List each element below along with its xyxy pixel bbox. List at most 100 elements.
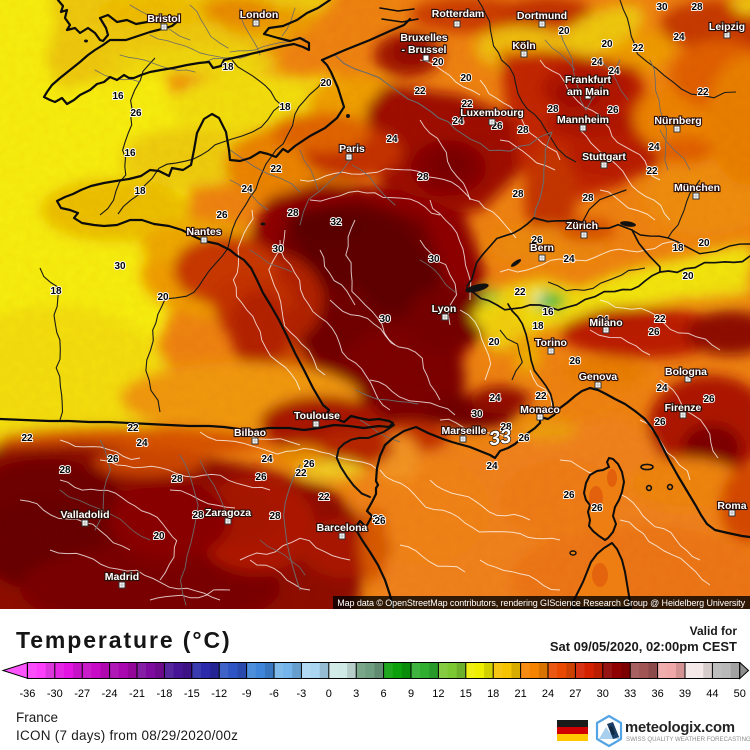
svg-text:20: 20 <box>153 531 165 542</box>
svg-text:6: 6 <box>381 688 387 700</box>
svg-text:Monaco: Monaco <box>520 404 560 416</box>
svg-text:28: 28 <box>192 510 204 521</box>
svg-text:24: 24 <box>563 254 575 265</box>
svg-text:30: 30 <box>272 244 284 255</box>
svg-text:Bologna: Bologna <box>665 366 707 378</box>
svg-text:Marseille: Marseille <box>442 425 487 437</box>
svg-text:Bilbao: Bilbao <box>234 427 266 439</box>
svg-text:28: 28 <box>59 465 71 476</box>
svg-text:20: 20 <box>488 337 500 348</box>
svg-text:Dortmund: Dortmund <box>517 10 567 22</box>
svg-text:30: 30 <box>114 261 126 272</box>
svg-text:15: 15 <box>460 688 472 700</box>
svg-text:26: 26 <box>531 235 543 246</box>
svg-text:21: 21 <box>514 688 526 700</box>
svg-text:0: 0 <box>326 688 332 700</box>
svg-text:26: 26 <box>607 105 619 116</box>
svg-text:28: 28 <box>517 125 529 136</box>
svg-text:22: 22 <box>654 314 666 325</box>
svg-text:-3: -3 <box>297 688 307 700</box>
svg-text:- Brussel: - Brussel <box>402 44 447 56</box>
svg-text:3: 3 <box>353 688 359 700</box>
svg-text:Mannheim: Mannheim <box>557 114 609 126</box>
svg-text:26: 26 <box>518 433 530 444</box>
svg-text:16: 16 <box>112 91 124 102</box>
svg-text:22: 22 <box>270 164 282 175</box>
svg-text:Rotterdam: Rotterdam <box>432 8 485 20</box>
svg-text:16: 16 <box>124 148 136 159</box>
svg-text:24: 24 <box>261 454 273 465</box>
svg-text:Nürnberg: Nürnberg <box>654 115 701 127</box>
svg-text:28: 28 <box>287 208 299 219</box>
svg-text:22: 22 <box>127 423 139 434</box>
svg-text:26: 26 <box>374 516 386 527</box>
svg-text:26: 26 <box>130 108 142 119</box>
svg-text:28: 28 <box>269 511 281 522</box>
svg-text:24: 24 <box>486 461 498 472</box>
svg-text:-21: -21 <box>129 688 145 700</box>
svg-text:Stuttgart: Stuttgart <box>582 151 626 163</box>
svg-text:30: 30 <box>428 254 440 265</box>
svg-text:22: 22 <box>295 468 307 479</box>
svg-text:22: 22 <box>414 86 426 97</box>
svg-text:Lyon: Lyon <box>432 303 457 315</box>
svg-text:-18: -18 <box>156 688 172 700</box>
svg-text:26: 26 <box>216 210 228 221</box>
svg-text:24: 24 <box>386 134 398 145</box>
svg-text:26: 26 <box>569 356 581 367</box>
svg-text:22: 22 <box>461 99 473 110</box>
svg-text:Paris: Paris <box>339 143 365 155</box>
svg-text:36: 36 <box>651 688 663 700</box>
svg-text:Valladolid: Valladolid <box>60 509 109 521</box>
svg-text:Milano: Milano <box>589 317 622 329</box>
svg-text:20: 20 <box>460 73 472 84</box>
svg-text:26: 26 <box>703 394 715 405</box>
svg-text:20: 20 <box>601 39 613 50</box>
svg-text:28: 28 <box>417 172 429 183</box>
svg-text:24: 24 <box>591 57 603 68</box>
svg-text:18: 18 <box>672 243 684 254</box>
svg-text:24: 24 <box>542 688 554 700</box>
svg-text:26: 26 <box>303 459 315 470</box>
svg-text:30: 30 <box>379 314 391 325</box>
svg-text:-24: -24 <box>102 688 118 700</box>
svg-text:Roma: Roma <box>717 500 746 512</box>
svg-text:24: 24 <box>241 184 253 195</box>
svg-text:London: London <box>240 9 278 21</box>
svg-text:24: 24 <box>648 142 660 153</box>
svg-text:Bruxelles: Bruxelles <box>400 32 447 44</box>
svg-text:-36: -36 <box>19 688 35 700</box>
svg-text:20: 20 <box>157 292 169 303</box>
svg-text:26: 26 <box>372 514 384 525</box>
svg-text:-15: -15 <box>184 688 200 700</box>
svg-text:26: 26 <box>563 490 575 501</box>
svg-text:20: 20 <box>558 26 570 37</box>
svg-text:Toulouse: Toulouse <box>294 410 340 422</box>
svg-text:24: 24 <box>136 438 148 449</box>
svg-text:28: 28 <box>512 189 524 200</box>
svg-text:Nantes: Nantes <box>186 226 221 238</box>
svg-text:33: 33 <box>624 688 636 700</box>
svg-text:Leipzig: Leipzig <box>709 21 745 33</box>
svg-text:18: 18 <box>279 102 291 113</box>
svg-text:Bern: Bern <box>530 242 554 254</box>
svg-text:Firenze: Firenze <box>665 402 702 414</box>
svg-text:Frankfurt: Frankfurt <box>565 74 612 86</box>
svg-text:24: 24 <box>608 66 620 77</box>
svg-text:20: 20 <box>432 57 444 68</box>
svg-text:Barcelona: Barcelona <box>317 522 368 534</box>
svg-text:28: 28 <box>500 422 512 433</box>
svg-text:20: 20 <box>320 78 332 89</box>
svg-text:18: 18 <box>532 321 544 332</box>
svg-text:30: 30 <box>656 2 668 13</box>
svg-text:Genova: Genova <box>579 371 618 383</box>
svg-text:26: 26 <box>107 454 119 465</box>
svg-text:-30: -30 <box>47 688 63 700</box>
svg-text:28: 28 <box>171 474 183 485</box>
svg-text:Zaragoza: Zaragoza <box>205 507 251 519</box>
svg-text:-9: -9 <box>242 688 252 700</box>
svg-text:18: 18 <box>134 186 146 197</box>
svg-text:24: 24 <box>656 383 668 394</box>
svg-text:München: München <box>674 182 720 194</box>
svg-text:26: 26 <box>648 327 660 338</box>
